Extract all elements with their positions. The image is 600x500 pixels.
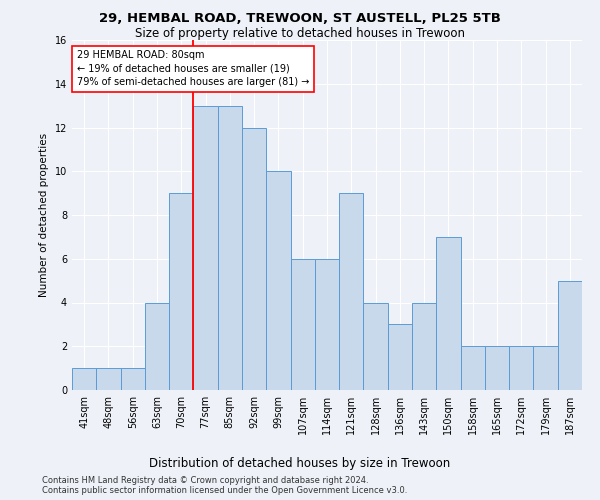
Bar — [558, 280, 582, 390]
Text: Distribution of detached houses by size in Trewoon: Distribution of detached houses by size … — [149, 458, 451, 470]
Bar — [461, 346, 485, 390]
Bar — [96, 368, 121, 390]
Text: Contains HM Land Registry data © Crown copyright and database right 2024.: Contains HM Land Registry data © Crown c… — [42, 476, 368, 485]
Bar — [169, 193, 193, 390]
Bar — [509, 346, 533, 390]
Bar — [290, 259, 315, 390]
Bar — [339, 193, 364, 390]
Text: 29 HEMBAL ROAD: 80sqm
← 19% of detached houses are smaller (19)
79% of semi-deta: 29 HEMBAL ROAD: 80sqm ← 19% of detached … — [77, 50, 310, 87]
Y-axis label: Number of detached properties: Number of detached properties — [39, 133, 49, 297]
Bar — [242, 128, 266, 390]
Bar — [533, 346, 558, 390]
Bar — [145, 302, 169, 390]
Bar — [412, 302, 436, 390]
Bar — [121, 368, 145, 390]
Bar — [72, 368, 96, 390]
Bar — [266, 171, 290, 390]
Bar — [218, 106, 242, 390]
Bar — [436, 237, 461, 390]
Bar — [193, 106, 218, 390]
Text: Contains public sector information licensed under the Open Government Licence v3: Contains public sector information licen… — [42, 486, 407, 495]
Bar — [364, 302, 388, 390]
Bar — [315, 259, 339, 390]
Text: 29, HEMBAL ROAD, TREWOON, ST AUSTELL, PL25 5TB: 29, HEMBAL ROAD, TREWOON, ST AUSTELL, PL… — [99, 12, 501, 26]
Bar — [388, 324, 412, 390]
Text: Size of property relative to detached houses in Trewoon: Size of property relative to detached ho… — [135, 28, 465, 40]
Bar — [485, 346, 509, 390]
